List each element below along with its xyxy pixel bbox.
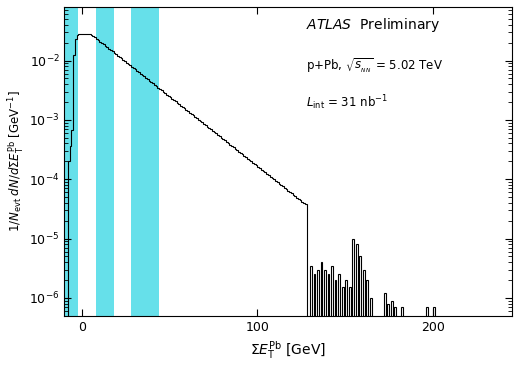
Text: $\mathit{ATLAS}$  Preliminary: $\mathit{ATLAS}$ Preliminary xyxy=(306,16,440,34)
Bar xyxy=(96,7,114,316)
Text: p+Pb, $\sqrt{s_{_{NN}}}$ = 5.02 TeV: p+Pb, $\sqrt{s_{_{NN}}}$ = 5.02 TeV xyxy=(306,56,443,74)
Text: $L_{\mathrm{int}}$ = 31 nb$^{-1}$: $L_{\mathrm{int}}$ = 31 nb$^{-1}$ xyxy=(306,93,388,112)
Bar xyxy=(131,7,159,316)
Y-axis label: $1/N_{\mathrm{evt}}\; dN/d\Sigma E_{\mathrm{T}}^{\mathrm{Pb}}$ [GeV$^{-1}$]: $1/N_{\mathrm{evt}}\; dN/d\Sigma E_{\mat… xyxy=(7,91,26,232)
Bar xyxy=(64,7,78,316)
X-axis label: $\Sigma E_{\mathrm{T}}^{\mathrm{Pb}}$ [GeV]: $\Sigma E_{\mathrm{T}}^{\mathrm{Pb}}$ [G… xyxy=(250,339,326,361)
